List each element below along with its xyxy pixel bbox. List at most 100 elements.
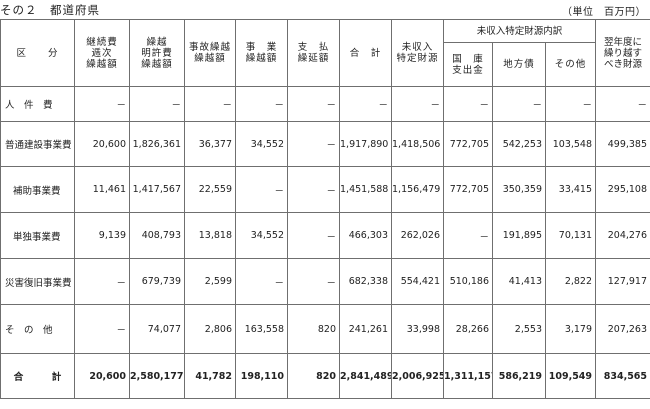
cell: －	[74, 258, 130, 305]
cell: －	[492, 86, 546, 122]
cell: 772,705	[443, 166, 493, 213]
cell: 510,186	[443, 258, 493, 305]
cell: －	[391, 86, 444, 122]
header-local-bond: 地方債	[492, 42, 546, 87]
cell: 820	[287, 304, 340, 354]
cell: －	[287, 212, 340, 259]
header-other: その他	[544, 42, 597, 87]
cell: 13,818	[184, 212, 236, 259]
cell: 34,552	[235, 121, 288, 167]
cell: －	[595, 86, 650, 122]
cell: 241,261	[339, 304, 392, 354]
cell: 1,418,506	[391, 121, 444, 167]
cell: 466,303	[339, 212, 392, 259]
cell: 679,739	[129, 258, 185, 305]
cell: －	[235, 166, 288, 213]
cell: 74,077	[129, 304, 185, 354]
header-national: 国 庫 支出金	[443, 42, 493, 87]
cell: 20,600	[74, 121, 130, 167]
cell: 350,359	[492, 166, 546, 213]
cell: 191,895	[492, 212, 546, 259]
cell: 542,253	[492, 121, 546, 167]
cell: 20,600	[74, 353, 130, 399]
cell: 820	[287, 353, 340, 399]
table-row: 人 件 費 － － － － － － － － － － －	[0, 86, 650, 122]
cell: －	[287, 258, 340, 305]
cell: 41,413	[492, 258, 546, 305]
header-breakdown: 未収入特定財源内訳	[442, 19, 597, 43]
header-unreceived: 未収入 特定財源	[391, 19, 444, 87]
page-title: その２ 都道府県	[0, 3, 100, 17]
cell: 2,580,177	[129, 353, 185, 399]
cell: 36,377	[184, 121, 236, 167]
cell: 2,822	[544, 258, 597, 305]
cell: 834,565	[595, 353, 650, 399]
table-row: 単独事業費 9,139 408,793 13,818 34,552 － 466,…	[0, 212, 650, 259]
cell: －	[235, 258, 288, 305]
cell: 262,026	[391, 212, 444, 259]
cell: －	[544, 86, 597, 122]
cell: －	[74, 304, 130, 354]
cell: －	[235, 86, 288, 122]
carryover-table: 区 分 継続費 逓次 繰越額 繰越 明許費 繰越額 事故繰越 繰越額 事 業 繰…	[0, 19, 650, 399]
cell: 408,793	[129, 212, 185, 259]
cell: 295,108	[595, 166, 650, 213]
cell: 204,276	[595, 212, 650, 259]
cell: 2,841,489	[339, 353, 392, 399]
cell: 41,782	[184, 353, 236, 399]
row-label: 単独事業費	[0, 212, 75, 259]
unit-label: （単位 百万円）	[562, 7, 646, 18]
row-label: 補助事業費	[0, 166, 75, 213]
cell: －	[287, 121, 340, 167]
cell: 1,917,890	[339, 121, 392, 167]
cell: －	[129, 86, 185, 122]
row-label: 合 計	[0, 353, 75, 399]
cell: 2,599	[184, 258, 236, 305]
cell: －	[74, 86, 130, 122]
cell: 127,917	[595, 258, 650, 305]
cell: 2,553	[492, 304, 546, 354]
row-label: 普通建設事業費	[0, 121, 75, 167]
header-explicit-carry: 繰越 明許費 繰越額	[129, 19, 185, 87]
cell: 2,006,925	[391, 353, 444, 399]
table-row: 災害復旧事業費 － 679,739 2,599 － － 682,338 554,…	[0, 258, 650, 305]
cell: 3,179	[544, 304, 597, 354]
header-project-carry: 事 業 繰越額	[235, 19, 288, 87]
cell: 28,266	[443, 304, 493, 354]
table-row: そ の 他 － 74,077 2,806 163,558 820 241,261…	[0, 304, 650, 354]
header-next-year: 翌年度に 繰り越す べき財源	[595, 19, 650, 87]
cell: 772,705	[443, 121, 493, 167]
table-row: 補助事業費 11,461 1,417,567 22,559 － － 1,451,…	[0, 166, 650, 213]
cell: 1,417,567	[129, 166, 185, 213]
cell: －	[443, 212, 493, 259]
row-label: 災害復旧事業費	[0, 258, 75, 305]
cell: －	[287, 86, 340, 122]
row-label: 人 件 費	[0, 86, 75, 122]
header-cont-carry: 継続費 逓次 繰越額	[74, 19, 130, 87]
cell: 34,552	[235, 212, 288, 259]
cell: －	[287, 166, 340, 213]
cell: 2,806	[184, 304, 236, 354]
cell: 9,139	[74, 212, 130, 259]
cell: 70,131	[544, 212, 597, 259]
cell: 109,549	[544, 353, 597, 399]
cell: 11,461	[74, 166, 130, 213]
cell: 103,548	[544, 121, 597, 167]
header-payment-delay: 支 払 繰延額	[287, 19, 340, 87]
cell: 1,156,479	[391, 166, 444, 213]
table-row: 普通建設事業費 20,600 1,826,361 36,377 34,552 －…	[0, 121, 650, 167]
header-total: 合 計	[339, 19, 392, 87]
cell: 499,385	[595, 121, 650, 167]
cell: 33,415	[544, 166, 597, 213]
header-category: 区 分	[0, 19, 75, 87]
cell: 198,110	[235, 353, 288, 399]
cell: 1,311,157	[443, 353, 493, 399]
cell: 22,559	[184, 166, 236, 213]
cell: 163,558	[235, 304, 288, 354]
cell: －	[184, 86, 236, 122]
total-row: 合 計 20,600 2,580,177 41,782 198,110 820 …	[0, 353, 650, 399]
row-label: そ の 他	[0, 304, 75, 354]
cell: 586,219	[492, 353, 546, 399]
cell: －	[339, 86, 392, 122]
cell: －	[443, 86, 493, 122]
